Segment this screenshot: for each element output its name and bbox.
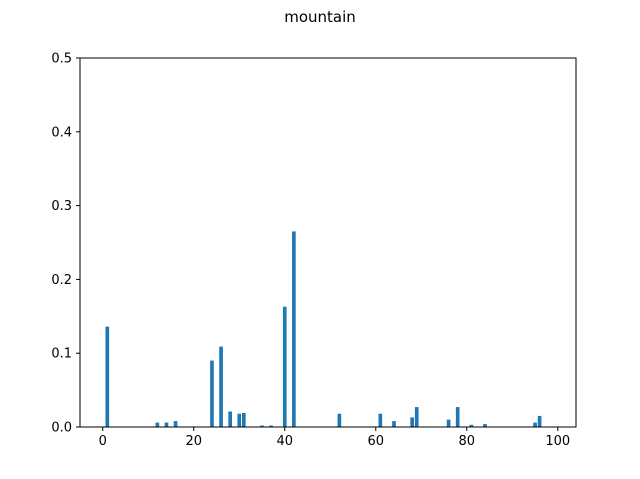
x-tick-label: 0: [99, 434, 107, 449]
plot-frame: [79, 57, 577, 428]
x-tick-label: 20: [185, 434, 202, 449]
bar: [446, 419, 451, 427]
bar: [337, 413, 342, 427]
bar: [483, 424, 487, 427]
y-axis: 0.0 0.1 0.2 0.3 0.4 0.5: [51, 52, 80, 436]
bar: [282, 306, 287, 427]
bar: [219, 346, 223, 427]
bars-group: [105, 231, 542, 427]
y-tick-label: 0.1: [51, 347, 72, 362]
bar: [241, 412, 246, 427]
chart-title: mountain: [284, 8, 356, 26]
bar: [260, 425, 264, 427]
x-tick-label: 80: [459, 434, 476, 449]
bar: [228, 411, 232, 427]
x-axis: 0 20 40 60 80 100: [99, 427, 570, 449]
bar: [155, 422, 160, 427]
bar: [210, 360, 214, 427]
bar: [105, 326, 110, 427]
y-tick-label: 0.5: [51, 52, 72, 67]
bar: [378, 413, 383, 427]
bar: [164, 422, 169, 427]
bar: [414, 407, 419, 427]
bar: [410, 417, 415, 427]
y-tick-label: 0.2: [51, 273, 72, 288]
bar: [537, 415, 542, 427]
x-tick-label: 40: [276, 434, 293, 449]
y-tick-label: 0.0: [51, 421, 72, 436]
bar: [455, 407, 460, 427]
y-tick-label: 0.3: [51, 199, 72, 214]
bar: [292, 231, 296, 427]
bar: [392, 421, 396, 427]
bar: [469, 424, 474, 427]
bar: [173, 421, 178, 427]
y-tick-label: 0.4: [51, 125, 72, 140]
x-tick-label: 60: [368, 434, 385, 449]
x-tick-label: 100: [545, 434, 570, 449]
bar: [533, 422, 537, 427]
bar: [269, 425, 273, 427]
bar: [237, 413, 242, 427]
